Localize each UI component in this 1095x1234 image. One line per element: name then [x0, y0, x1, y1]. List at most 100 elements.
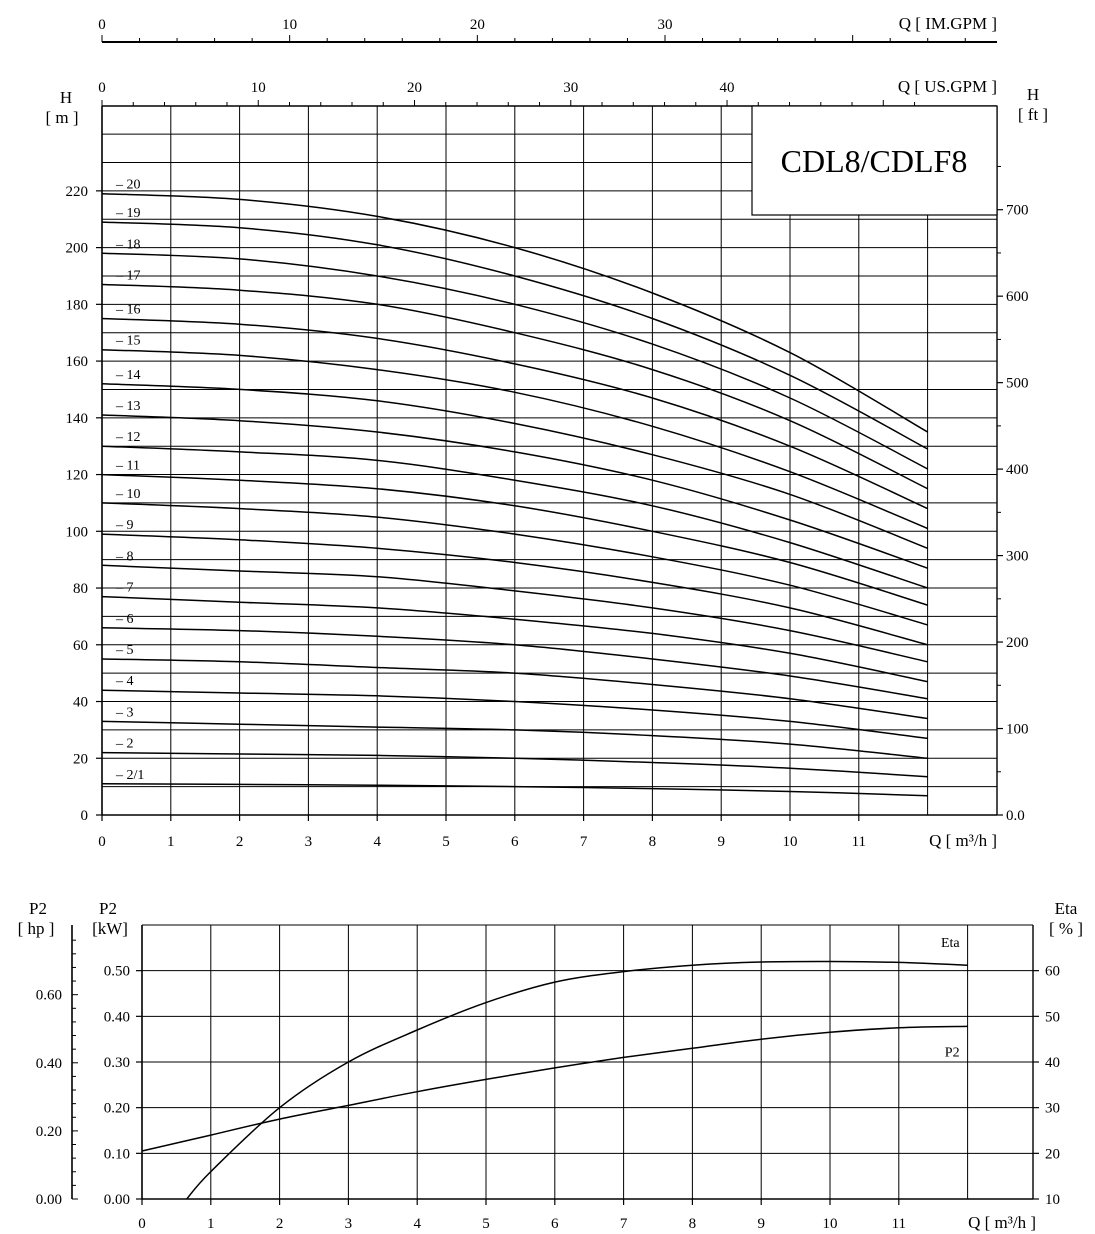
us-gpm-tick-label: 10	[251, 80, 266, 96]
head-curve-label-9: – 9	[115, 518, 134, 533]
efficiency-tick-label: 10	[1045, 1192, 1060, 1208]
power-hp-tick-label: 0.00	[36, 1192, 62, 1208]
efficiency-axis: 10 20 30 40 50 60	[1033, 964, 1060, 1208]
head-ft-tick-label: 200	[1006, 635, 1029, 651]
head-curve-19	[101, 221, 928, 450]
head-ft-tick-label: 400	[1006, 462, 1029, 478]
head-ft-tick-label: 100	[1006, 722, 1029, 738]
head-curve-label-15: – 15	[115, 334, 141, 349]
head-m-tick-label: 100	[66, 524, 89, 540]
us-gpm-axis: 0 10 20 30 40	[98, 80, 916, 106]
head-curve-label-11: – 11	[115, 459, 140, 474]
im-gpm-axis-label: Q [ IM.GPM ]	[899, 14, 997, 33]
head-m-tick-label: 160	[66, 354, 89, 370]
flow-tick-label-top-chart: 10	[783, 834, 798, 850]
efficiency-tick-label: 50	[1045, 1009, 1060, 1025]
model-title: CDL8/CDLF8	[781, 143, 968, 179]
efficiency-curve	[186, 960, 968, 1200]
head-curve-13	[101, 414, 928, 569]
flow-tick-label-bottom-chart: 2	[276, 1216, 284, 1232]
head-curve-label-4: – 4	[115, 674, 134, 689]
efficiency-tick-label: 30	[1045, 1101, 1060, 1117]
head-curve-16	[101, 317, 928, 510]
head-ft-tick-label: 500	[1006, 376, 1029, 392]
flow-tick-label-top-chart: 0	[98, 834, 106, 850]
head-m-axis-unit: [ m ]	[45, 108, 78, 127]
efficiency-curve-label: Eta	[941, 936, 960, 951]
head-m-tick-label: 40	[73, 695, 88, 711]
flow-tick-label-bottom-chart: 5	[482, 1216, 490, 1232]
power-kw-axis-title: P2	[99, 899, 117, 918]
im-gpm-tick-label: 20	[470, 17, 485, 33]
flow-tick-label-bottom-chart: 9	[757, 1216, 765, 1232]
head-curve-3	[101, 720, 928, 760]
flow-tick-label-bottom-chart: 7	[620, 1216, 628, 1232]
head-m-tick-label: 220	[66, 184, 89, 200]
efficiency-axis-unit: [ % ]	[1049, 919, 1083, 938]
efficiency-axis-title: Eta	[1055, 899, 1078, 918]
flow-tick-label-bottom-chart: 6	[551, 1216, 559, 1232]
head-curve-8	[101, 564, 928, 663]
head-curve-10	[101, 502, 928, 626]
head-curve-7	[101, 595, 928, 683]
head-m-tick-label: 200	[66, 241, 89, 257]
us-gpm-axis-label: Q [ US.GPM ]	[898, 77, 997, 96]
im-gpm-tick-label: 30	[657, 17, 672, 33]
head-curve-5	[101, 658, 928, 720]
head-curve-label-10: – 10	[115, 487, 141, 502]
power-curve-label: P2	[945, 1045, 960, 1060]
flow-tick-label-top-chart: 6	[511, 834, 519, 850]
im-gpm-tick-label: 0	[98, 17, 106, 33]
head-curve-label-3: – 3	[115, 705, 134, 720]
head-ft-axis: 0.0 100 200 300 400 500 600 700	[997, 165, 1029, 824]
power-curve	[141, 1025, 968, 1152]
head-curves	[101, 192, 928, 797]
flow-axis-label-bottom-chart: Q [ m³/h ]	[968, 1213, 1036, 1232]
head-m-tick-label: 0	[81, 808, 89, 824]
flow-axis-bottom-chart: 0 1 2 3 4 5 6 7 8 9 10 11	[138, 1199, 906, 1232]
power-kw-axis: 0.00 0.10 0.20 0.30 0.40 0.50	[104, 964, 142, 1208]
head-curve-label-16: – 16	[115, 303, 141, 318]
head-curve-14	[101, 383, 928, 549]
power-hp-tick-label: 0.40	[36, 1056, 62, 1072]
flow-tick-label-bottom-chart: 10	[823, 1216, 838, 1232]
head-ft-tick-label: 600	[1006, 289, 1029, 305]
head-m-axis: 0 20 40 60 80 100 120 140 160 180 200 220	[66, 184, 102, 824]
power-kw-tick-label: 0.10	[104, 1146, 130, 1162]
flow-tick-label-top-chart: 11	[852, 834, 866, 850]
head-curve-15	[101, 348, 928, 530]
flow-tick-label-top-chart: 2	[236, 834, 244, 850]
head-m-tick-label: 80	[73, 581, 88, 597]
flow-tick-label-top-chart: 3	[305, 834, 313, 850]
head-m-tick-label: 120	[66, 468, 89, 484]
head-m-tick-label: 60	[73, 638, 88, 654]
head-curve-2-1	[101, 783, 928, 797]
flow-tick-label-top-chart: 8	[649, 834, 657, 850]
us-gpm-tick-label: 0	[98, 80, 106, 96]
power-kw-axis-unit: [kW]	[92, 919, 128, 938]
head-curve-label-20: – 20	[115, 178, 141, 193]
head-curve-2	[101, 751, 928, 778]
head-ft-tick-label: 0.0	[1006, 808, 1025, 824]
head-curve-label-7: – 7	[115, 581, 134, 596]
head-curve-label-12: – 12	[115, 430, 141, 445]
im-gpm-axis: 0 10 20 30	[98, 17, 997, 43]
flow-tick-label-top-chart: 1	[167, 834, 175, 850]
us-gpm-tick-label: 40	[720, 80, 735, 96]
flow-axis-label-top-chart: Q [ m³/h ]	[929, 831, 997, 850]
power-grid	[141, 924, 1034, 1200]
head-curve-label-19: – 19	[115, 206, 141, 221]
head-curve-label-2: – 2	[115, 737, 134, 752]
head-m-axis-title: H	[60, 88, 72, 107]
efficiency-tick-label: 20	[1045, 1146, 1060, 1162]
head-ft-axis-unit: [ ft ]	[1018, 105, 1048, 124]
flow-tick-label-bottom-chart: 1	[207, 1216, 215, 1232]
efficiency-tick-label: 60	[1045, 964, 1060, 980]
flow-tick-label-top-chart: 7	[580, 834, 588, 850]
head-curve-11	[101, 473, 928, 606]
flow-tick-label-bottom-chart: 3	[345, 1216, 353, 1232]
power-kw-tick-label: 0.50	[104, 964, 130, 980]
power-curves: Eta P2	[141, 936, 968, 1200]
